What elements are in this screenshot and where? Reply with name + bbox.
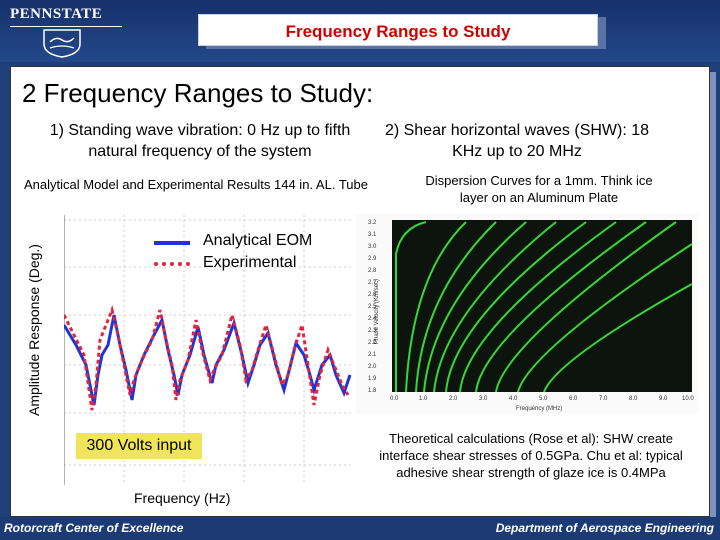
dispersion-x-label: Frequency (MHz) — [516, 406, 562, 412]
theory-text: Theoretical calculations (Rose et al): S… — [379, 431, 683, 480]
y-tick-label: 2.3 — [368, 328, 377, 334]
y-tick-label: 2.1 — [368, 352, 377, 358]
dispersion-x-ticks: 0.0 1.0 2.0 3.0 4.0 5.0 6.0 7.0 8.0 9.0 … — [390, 396, 694, 402]
dispersion-curve — [423, 221, 527, 393]
dispersion-curves — [395, 221, 693, 393]
dispersion-curve — [517, 243, 693, 393]
pennstate-logo: PENNSTATE — [10, 6, 128, 58]
x-tick-label: 6.0 — [569, 396, 578, 402]
dispersion-caption: Dispersion Curves for a 1mm. Think ice l… — [425, 173, 653, 205]
y-tick-label: 1.8 — [368, 388, 377, 394]
legend-analytical-swatch — [154, 241, 190, 245]
x-tick-label: 2.0 — [449, 396, 458, 402]
left-range-text: 1) Standing wave vibration: 0 Hz up to f… — [49, 122, 351, 160]
y-tick-label: 2.6 — [368, 292, 377, 298]
x-tick-label: 8.0 — [629, 396, 638, 402]
dispersion-curve — [415, 221, 497, 393]
x-tick-label: 9.0 — [659, 396, 668, 402]
shield-icon — [43, 29, 81, 58]
dispersion-y-label: Phase Velocity (Km/sec) — [374, 279, 380, 344]
y-tick-label: 2.4 — [368, 316, 377, 322]
plot-caption: Analytical Model and Experimental Result… — [24, 177, 368, 192]
dispersion-plot-bg — [392, 220, 692, 392]
legend-analytical-label: Analytical EOM — [203, 232, 313, 249]
footer-bar — [0, 517, 720, 540]
y-axis-label-text: Amplitude Response (Deg.) — [26, 244, 42, 416]
y-axis-label: Amplitude Response (Deg.) — [24, 200, 44, 460]
x-tick-label: 7.0 — [599, 396, 608, 402]
volts-annotation: 300 Volts input — [76, 433, 202, 459]
amplitude-plot: -1 -1 -1 -2 -3 -4 — [64, 215, 354, 485]
legend-experimental-label: Experimental — [203, 254, 297, 271]
title-box: Frequency Ranges to Study — [198, 14, 598, 46]
dispersion-curve — [459, 221, 617, 393]
dispersion-curve — [495, 221, 677, 393]
x-axis-label: Frequency (Hz) — [134, 490, 231, 506]
dispersion-curve — [543, 283, 693, 393]
footer-right-text: Department of Aerospace Engineering — [495, 521, 714, 535]
y-tick-label: 2.7 — [368, 280, 377, 286]
y-tick-label: 2.2 — [368, 340, 377, 346]
y-tick-label: 2.8 — [368, 268, 377, 274]
x-tick-label: 5.0 — [539, 396, 548, 402]
x-tick-label: 3.0 — [479, 396, 488, 402]
logo-text: PENNSTATE — [10, 6, 103, 22]
main-heading: 2 Frequency Ranges to Study: — [22, 78, 374, 108]
dispersion-curve — [433, 221, 557, 393]
x-tick-label: 1.0 — [419, 396, 428, 402]
dispersion-y-ticks: 3.2 3.1 3.0 2.9 2.8 2.7 2.6 2.5 2.4 2.3 … — [368, 220, 377, 394]
dispersion-plot: 3.2 3.1 3.0 2.9 2.8 2.7 2.6 2.5 2.4 2.3 … — [356, 214, 698, 414]
legend-experimental-swatch — [154, 262, 190, 266]
y-tick-label: 1.9 — [368, 376, 377, 382]
y-tick-label: 3.0 — [368, 244, 377, 250]
right-range-text: 2) Shear horizontal waves (SHW): 18 KHz … — [384, 122, 650, 160]
dispersion-curve — [405, 221, 467, 393]
y-tick-label: 2.5 — [368, 304, 377, 310]
logo-underline — [10, 26, 122, 27]
y-tick-label: 2.9 — [368, 256, 377, 262]
dispersion-curve — [475, 221, 647, 393]
dispersion-curve — [445, 221, 587, 393]
footer-left-text: Rotorcraft Center of Excellence — [4, 521, 184, 535]
experimental-line — [64, 305, 350, 411]
x-tick-label: 10.0 — [682, 396, 694, 402]
x-tick-label: 0.0 — [390, 396, 399, 402]
analytical-eom-line — [64, 314, 352, 406]
x-tick-label: 4.0 — [509, 396, 518, 402]
slide-title: Frequency Ranges to Study — [285, 22, 511, 41]
dispersion-curve — [395, 221, 427, 392]
y-tick-label: 2.0 — [368, 364, 377, 370]
y-tick-label: 3.2 — [368, 220, 377, 226]
y-tick-label: 3.1 — [368, 232, 377, 238]
